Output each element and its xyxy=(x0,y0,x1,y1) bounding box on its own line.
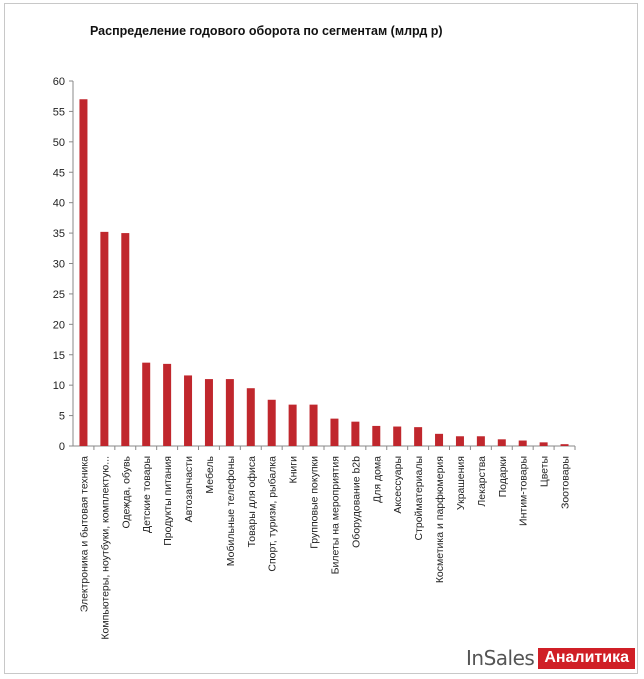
insales-logo: In Sales Аналитика xyxy=(466,646,636,670)
x-tick-label: Компьютеры, ноутбуки, комплектую... xyxy=(99,456,111,640)
bar xyxy=(539,442,548,446)
y-tick-label: 5 xyxy=(59,411,65,423)
x-tick-label: Интим-товары xyxy=(518,456,530,526)
x-tick-label: Одежда, обувь xyxy=(120,455,132,528)
brand-in: In xyxy=(466,646,484,670)
x-tick-label: Детские товары xyxy=(141,456,153,533)
bar xyxy=(497,439,506,446)
x-tick-label: Стройматериалы xyxy=(413,456,425,541)
chart-frame xyxy=(4,3,638,674)
bar xyxy=(184,375,193,446)
bar xyxy=(79,99,88,446)
y-tick-label: 10 xyxy=(53,380,65,392)
x-tick-label: Товары для офиса xyxy=(246,456,258,547)
y-tick-label: 40 xyxy=(53,198,65,210)
bar xyxy=(414,427,423,446)
x-tick-label: Электроника и бытовая техника xyxy=(78,456,90,612)
bar xyxy=(121,233,130,446)
y-tick-label: 30 xyxy=(53,259,65,271)
brand-tag: Аналитика xyxy=(538,647,636,669)
bar xyxy=(435,433,444,446)
bar xyxy=(372,425,381,446)
y-tick-label: 0 xyxy=(59,441,65,453)
bar xyxy=(267,399,276,446)
x-tick-label: Продукты питания xyxy=(162,456,174,546)
bar xyxy=(163,363,172,446)
bar xyxy=(560,444,569,446)
chart-title: Распределение годового оборота по сегмен… xyxy=(90,24,443,38)
bar xyxy=(330,418,339,446)
bar xyxy=(518,440,527,446)
x-tick-label: Мебель xyxy=(204,455,216,493)
x-tick-label: Мобильные телефоны xyxy=(225,456,237,566)
bar xyxy=(455,436,464,446)
bar xyxy=(393,426,402,446)
x-tick-label: Оборудование b2b xyxy=(350,456,362,548)
bar xyxy=(351,421,360,446)
brand-sales: Sales xyxy=(483,646,535,670)
bar xyxy=(225,379,234,446)
bar xyxy=(309,404,318,446)
x-tick-label: Билеты на мероприятия xyxy=(329,456,341,574)
y-tick-label: 50 xyxy=(53,137,65,149)
x-tick-label: Групповые покупки xyxy=(309,456,321,549)
y-tick-label: 60 xyxy=(53,76,65,88)
bar xyxy=(288,404,297,446)
bar xyxy=(246,388,255,446)
y-tick-label: 20 xyxy=(53,319,65,331)
x-tick-label: Подарки xyxy=(497,456,509,498)
y-tick-label: 25 xyxy=(53,289,65,301)
x-tick-label: Автозапчасти xyxy=(183,456,195,522)
y-tick-label: 15 xyxy=(53,350,65,362)
y-tick-label: 55 xyxy=(53,106,65,118)
y-tick-label: 45 xyxy=(53,167,65,179)
x-tick-label: Косметика и парфюмерия xyxy=(434,456,446,583)
x-tick-label: Спорт, туризм, рыбалка xyxy=(267,456,279,572)
x-tick-label: Лекарства xyxy=(476,456,488,507)
x-tick-label: Аксессуары xyxy=(392,456,404,514)
bar xyxy=(142,362,151,446)
bar xyxy=(476,436,485,446)
bar xyxy=(204,379,213,446)
x-tick-label: Для дома xyxy=(371,456,383,503)
x-tick-label: Книги xyxy=(288,456,300,484)
x-tick-label: Зоотовары xyxy=(560,456,572,509)
x-tick-label: Украшения xyxy=(455,456,467,510)
bar xyxy=(100,231,109,446)
x-tick-label: Цветы xyxy=(539,456,551,487)
y-tick-label: 35 xyxy=(53,228,65,240)
